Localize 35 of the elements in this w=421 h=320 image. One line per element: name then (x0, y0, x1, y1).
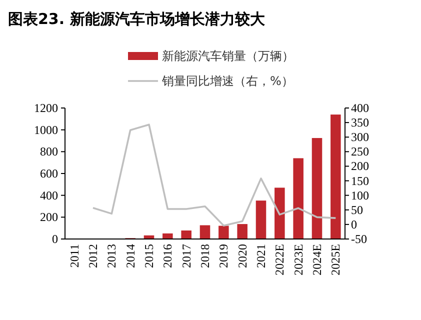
x-tick-label: 2014 (123, 244, 138, 268)
y2-tick-label: 300 (351, 130, 369, 144)
x-tick-label: 2021 (254, 244, 268, 268)
y2-tick-label: 150 (351, 174, 369, 188)
x-tick-label: 2022E (272, 244, 287, 276)
y-tick-label: 200 (40, 210, 58, 224)
y2-tick-label: 50 (351, 202, 363, 217)
x-tick-label: 2013 (104, 244, 119, 268)
y-tick-label: 600 (40, 166, 58, 180)
y-tick-label: 1200 (34, 101, 58, 115)
y2-tick-label: 350 (351, 116, 369, 130)
legend-label: 新能源汽车销量（万辆） (162, 49, 294, 63)
x-tick-label: 2015 (142, 244, 156, 268)
x-tick-label: 2020 (235, 244, 250, 268)
y-tick-label: 0 (52, 232, 58, 246)
y-tick-label: 800 (40, 144, 58, 159)
x-tick-label: 2019 (216, 244, 231, 268)
y2-tick-label: 400 (351, 101, 369, 115)
legend-label: 销量同比增速（右，%） (161, 74, 294, 88)
y2-tick-label: -50 (351, 232, 367, 246)
x-tick-label: 2017 (179, 244, 194, 268)
y2-tick-label: 0 (351, 217, 357, 232)
y2-tick-label: 100 (351, 188, 369, 202)
x-tick-label: 2025E (328, 244, 343, 276)
x-tick-label: 2016 (160, 244, 175, 268)
x-tick-label: 2011 (67, 244, 82, 268)
chart-title: 图表23. 新能源汽车市场增长潜力较大 (8, 10, 266, 28)
x-tick-label: 2018 (198, 244, 212, 268)
y-tick-label: 1000 (34, 122, 58, 137)
y2-tick-label: 200 (351, 159, 369, 174)
y-tick-label: 400 (40, 188, 58, 202)
y2-tick-label: 250 (351, 144, 369, 159)
x-tick-label: 2012 (86, 244, 100, 268)
x-tick-label: 2024E (310, 244, 324, 276)
x-tick-label: 2023E (291, 244, 306, 276)
